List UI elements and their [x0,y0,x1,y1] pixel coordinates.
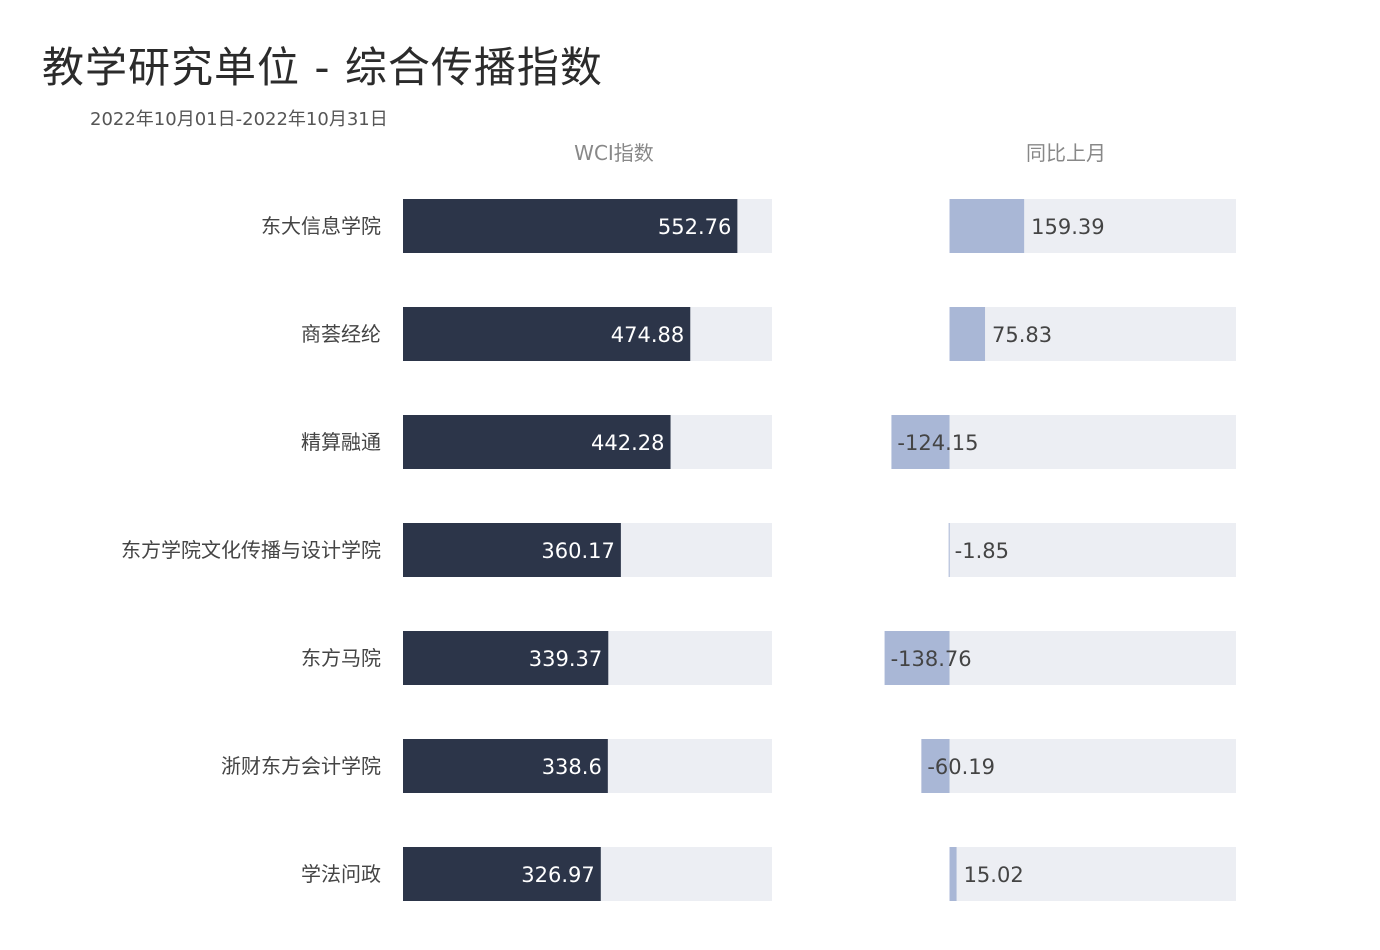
change-bar [891,415,950,469]
category-label: 学法问政 [301,862,381,886]
chart-title: 教学研究单位 - 综合传播指数 [42,43,603,92]
change-value-label: 159.39 [1031,215,1104,239]
change-bar [949,307,986,361]
change-bar-track [949,307,1236,361]
change-bar [948,523,950,577]
wci-bar [403,415,671,469]
change-value-label: 75.83 [992,323,1052,347]
change-bar-track [949,415,1236,469]
wci-bar [403,523,621,577]
change-bar [884,631,950,685]
change-value-label: -1.85 [955,539,1009,563]
change-column-header: 同比上月 [1026,141,1106,165]
wci-bar [403,739,608,793]
change-bar-track [949,847,1236,901]
chart-rows: 东大信息学院 552.76 159.39 商荟经纶 474.88 75.83 精算融通 442… [121,199,1236,901]
change-bar [921,739,950,793]
change-bar [949,847,957,901]
wci-value-label: 338.6 [542,755,602,779]
category-label: 东大信息学院 [261,214,381,238]
change-value-label: -60.19 [927,755,995,779]
change-bar-track [949,523,1236,577]
wci-value-label: 326.97 [521,863,594,887]
category-label: 浙财东方会计学院 [221,754,381,778]
change-bar-track [949,631,1236,685]
change-bar-track [949,739,1236,793]
change-value-label: -138.76 [891,647,972,671]
wci-value-label: 360.17 [541,539,614,563]
wci-bar [403,307,691,361]
date-range-subtitle: 2022年10月01日-2022年10月31日 [90,109,388,130]
change-value-label: -124.15 [897,431,978,455]
wci-value-label: 474.88 [611,323,684,347]
wci-value-label: 442.28 [591,431,664,455]
wci-bar [403,847,601,901]
wci-column-header: WCI指数 [574,141,654,165]
wci-bar [403,631,609,685]
change-value-label: 15.02 [964,863,1024,887]
wci-value-label: 552.76 [658,215,731,239]
category-label: 东方学院文化传播与设计学院 [121,538,381,562]
category-label: 精算融通 [301,430,381,454]
category-label: 东方马院 [301,646,381,670]
wci-bar [403,199,738,253]
change-bar [949,199,1025,253]
wci-value-label: 339.37 [529,647,602,671]
category-label: 商荟经纶 [301,322,381,346]
